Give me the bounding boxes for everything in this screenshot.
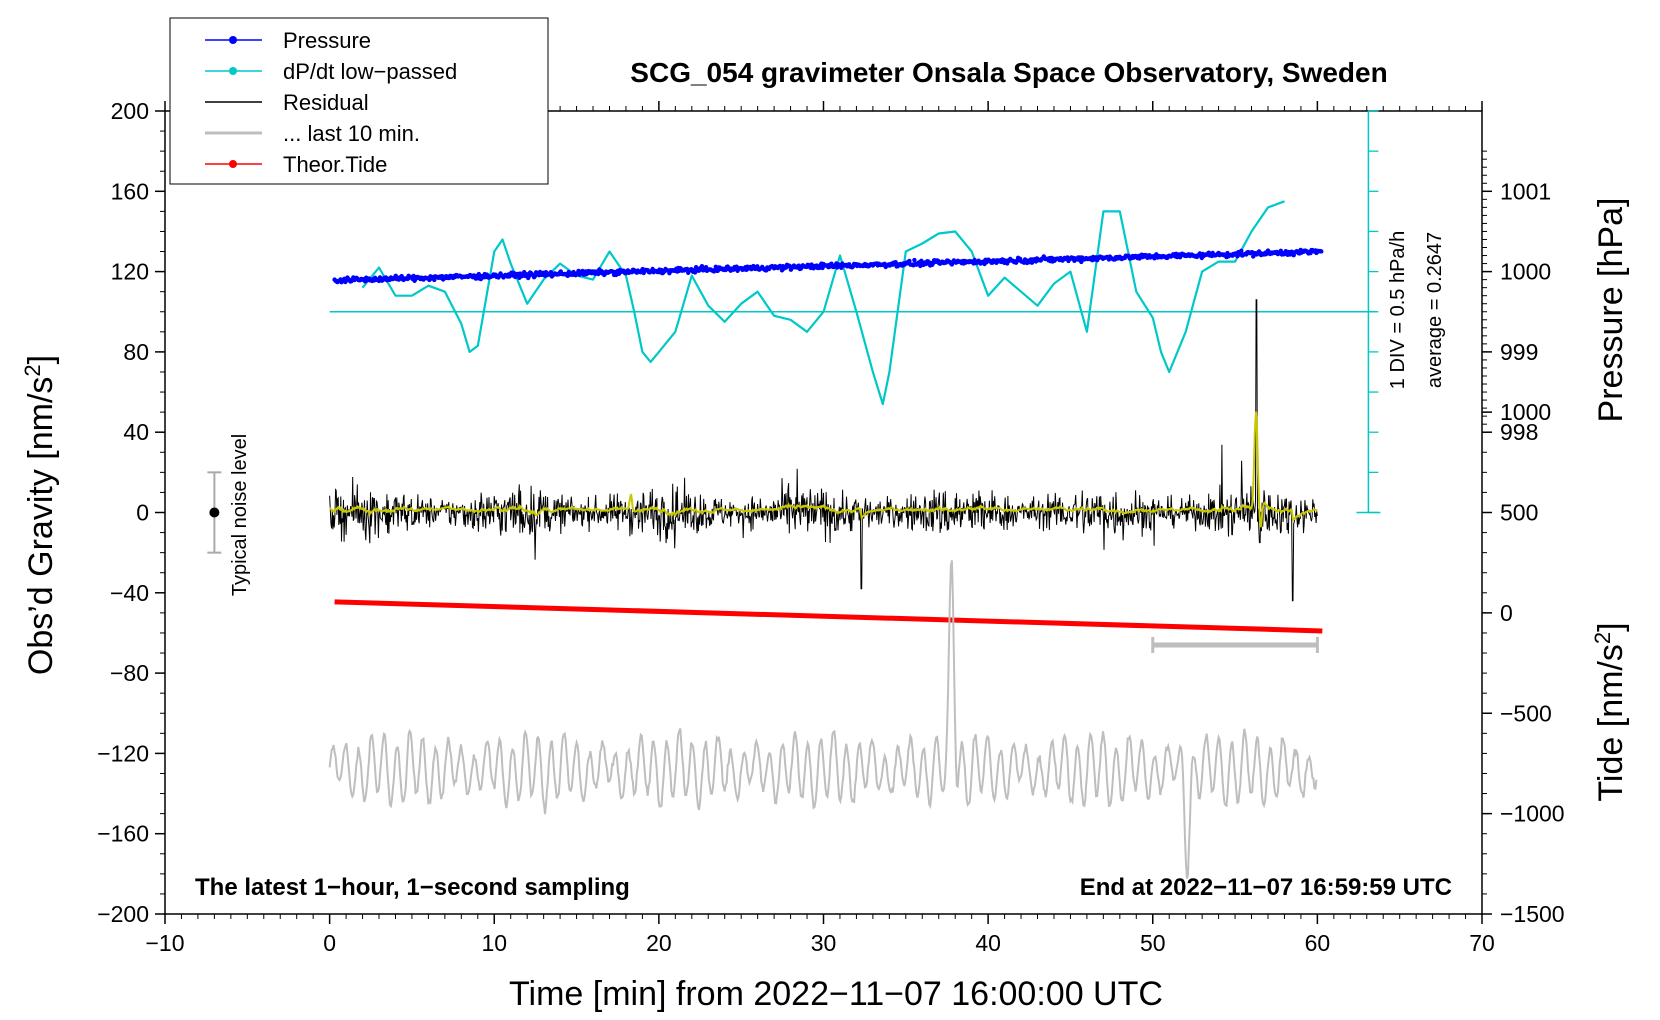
legend: Pressure dP/dt low−passed Residual ... last… — [169, 17, 549, 185]
pressure-tick-label: 1000 — [1500, 259, 1551, 285]
x-tick-label: 30 — [811, 930, 837, 956]
x-axis-title: Time [min] from 2022−11−07 16:00:00 UTC — [509, 975, 1163, 1013]
residual-line — [329, 299, 1318, 602]
annotation-end-time: End at 2022−11−07 16:59:59 UTC — [1080, 874, 1452, 901]
ticks-group: −10 0 10 20 30 40 50 60 70 −200 −160 −120 −80 −40 0 40 8… — [97, 98, 1564, 956]
y-axis-title-tide-close: ] — [1592, 622, 1630, 631]
tide-tick-label: 500 — [1500, 500, 1538, 526]
residual-smoothed-line — [329, 411, 1318, 528]
tide-tick-label: −500 — [1500, 700, 1552, 726]
pressure-point — [912, 257, 917, 263]
x-tick-label: 60 — [1305, 930, 1331, 956]
dpdt-line — [361, 200, 1285, 406]
y-tick-label: 80 — [123, 339, 149, 365]
y-tick-label: 120 — [111, 259, 149, 285]
x-tick-label: −10 — [145, 930, 184, 956]
y-axis-title-left-sup: 2 — [20, 364, 45, 376]
y-tick-label: −120 — [97, 740, 149, 766]
y-tick-label: 0 — [136, 500, 149, 526]
legend-marker — [229, 36, 237, 44]
noise-level-label: Typical noise level — [229, 434, 251, 596]
legend-label: Residual — [283, 90, 369, 115]
y-axis-title-left-close: ] — [22, 355, 60, 364]
x-tick-label: 40 — [975, 930, 1001, 956]
legend-label: ... last 10 min. — [283, 121, 420, 146]
legend-label: Pressure — [283, 28, 371, 53]
pressure-point — [699, 264, 705, 269]
x-tick-label: 20 — [646, 930, 672, 956]
pressure-tick-label: 999 — [1500, 339, 1538, 365]
legend-label: dP/dt low−passed — [283, 59, 457, 84]
annotation-sampling: The latest 1−hour, 1−second sampling — [195, 874, 630, 901]
y-tick-label: −40 — [110, 580, 149, 606]
pressure-point — [1239, 248, 1244, 253]
y-axis-title-tide: Tide [nm/s2] — [1590, 622, 1630, 801]
pressure-points — [332, 247, 1324, 285]
pressure-point — [907, 258, 912, 264]
pressure-tick-label: 998 — [1500, 419, 1538, 445]
legend-label: Theor.Tide — [283, 152, 387, 177]
noise-bar-dot — [209, 507, 220, 518]
y-axis-title-pressure: Pressure [hPa] — [1592, 198, 1630, 423]
tide-tick-label: 0 — [1500, 600, 1513, 626]
pressure-point — [399, 273, 404, 279]
y-axis-title-tide-text: Tide [nm/s — [1592, 644, 1630, 801]
y-axis-title-left-text: Obs’d Gravity [nm/s — [22, 377, 60, 676]
y-axis-title-left: Obs’d Gravity [nm/s2] — [20, 355, 60, 675]
legend-box — [169, 17, 549, 185]
x-tick-label: 0 — [323, 930, 336, 956]
tide-tick-label: −1500 — [1500, 901, 1565, 927]
pressure-point — [1319, 249, 1324, 254]
tide-tick-label: 1000 — [1500, 399, 1551, 425]
legend-marker — [229, 67, 237, 75]
chart-title: SCG_054 gravimeter Onsala Space Observat… — [630, 57, 1387, 88]
tide-line — [334, 599, 1323, 634]
y-tick-label: −200 — [97, 901, 149, 927]
x-tick-label: 50 — [1140, 930, 1166, 956]
tide-tick-label: −1000 — [1500, 801, 1565, 827]
dpdt-average-label: average = 0.2647 — [1424, 232, 1446, 388]
last-10-min-line — [328, 560, 1318, 879]
pressure-tick-label: 1001 — [1500, 178, 1551, 204]
y-tick-label: 40 — [123, 419, 149, 445]
legend-marker — [229, 160, 237, 168]
y-tick-label: −160 — [97, 821, 149, 847]
series-group — [207, 110, 1381, 879]
dpdt-scale-label: 1 DIV = 0.5 hPa/h — [1387, 231, 1409, 389]
y-tick-label: 200 — [111, 98, 149, 124]
y-tick-label: −80 — [110, 660, 149, 686]
x-tick-label: 70 — [1469, 930, 1495, 956]
y-axis-title-tide-sup: 2 — [1590, 632, 1615, 644]
y-tick-label: 160 — [111, 178, 149, 204]
x-tick-label: 10 — [481, 930, 507, 956]
pressure-point — [1079, 259, 1084, 265]
